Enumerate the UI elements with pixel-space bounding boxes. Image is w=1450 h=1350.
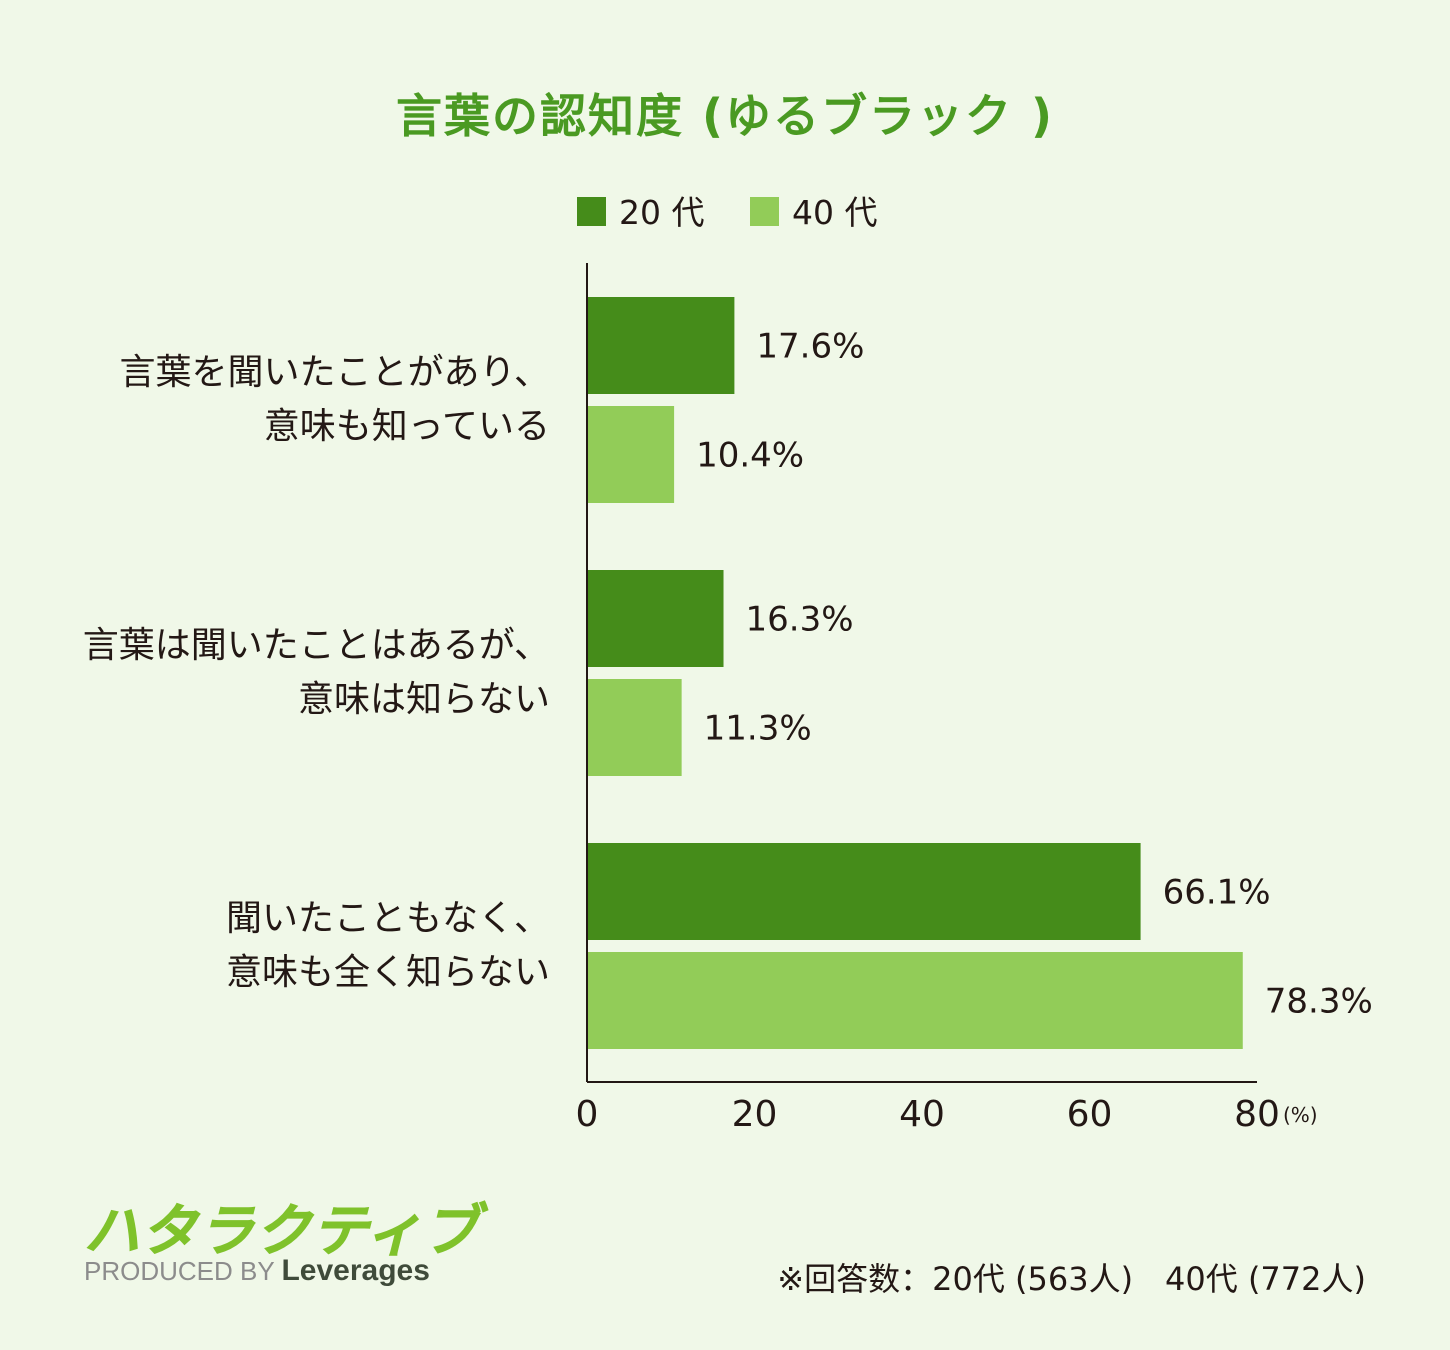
x-tick-label-0: 0 (576, 1094, 599, 1135)
legend-label-0: 20 代 (619, 193, 704, 232)
respondent-count-note: ※回答数：20代 (563人) 40代 (772人) (777, 1260, 1366, 1298)
category-label-1-1: 意味は知らない (298, 679, 550, 720)
value-label-2-0: 66.1% (1163, 873, 1271, 913)
bar-2-0 (587, 843, 1141, 940)
company-name: Leverages (281, 1254, 430, 1287)
legend-label-1: 40 代 (792, 193, 877, 232)
category-label-2-0: 聞いたこともなく、 (226, 898, 550, 939)
chart-title: 言葉の認知度 (ゆるブラック ) (395, 89, 1055, 143)
x-tick-label-3: 60 (1067, 1094, 1113, 1135)
bars: 17.6% 10.4% 16.3% 11.3% 66.1% 78.3% (587, 297, 1373, 1049)
value-label-1-1: 11.3% (704, 709, 812, 749)
value-label-0-0: 17.6% (756, 327, 864, 367)
x-tick-label-1: 20 (732, 1094, 778, 1135)
bar-1-0 (587, 570, 724, 667)
bar-1-1 (587, 679, 682, 776)
value-label-1-0: 16.3% (746, 600, 854, 640)
x-tick-label-4: 80 (1234, 1094, 1280, 1135)
hataractive-logo: ハタラクティブ (84, 1199, 480, 1265)
axes: 0 20 40 60 80 (%) (576, 263, 1318, 1135)
bar-0-1 (587, 406, 675, 503)
produced-by: PRODUCED BY Leverages (84, 1254, 430, 1288)
category-label-0-0: 言葉を聞いたことがあり、 (119, 352, 550, 393)
category-label-2-1: 意味も全く知らない (226, 952, 550, 993)
x-unit-label: (%) (1283, 1103, 1318, 1127)
legend: 20 代 40 代 (577, 193, 877, 232)
category-labels: 言葉を聞いたことがあり、意味も知っている言葉は聞いたことはあるが、意味は知らない… (83, 352, 550, 993)
category-label-1-0: 言葉は聞いたことはあるが、 (83, 625, 550, 666)
bar-0-0 (587, 297, 735, 394)
bar-2-1 (587, 952, 1243, 1049)
legend-swatch-0 (577, 197, 606, 226)
legend-swatch-1 (750, 197, 779, 226)
value-label-0-1: 10.4% (696, 436, 804, 476)
produced-by-label: PRODUCED BY (84, 1256, 275, 1286)
value-label-2-1: 78.3% (1265, 982, 1373, 1022)
category-label-0-1: 意味も知っている (264, 406, 550, 447)
x-tick-label-2: 40 (899, 1094, 945, 1135)
